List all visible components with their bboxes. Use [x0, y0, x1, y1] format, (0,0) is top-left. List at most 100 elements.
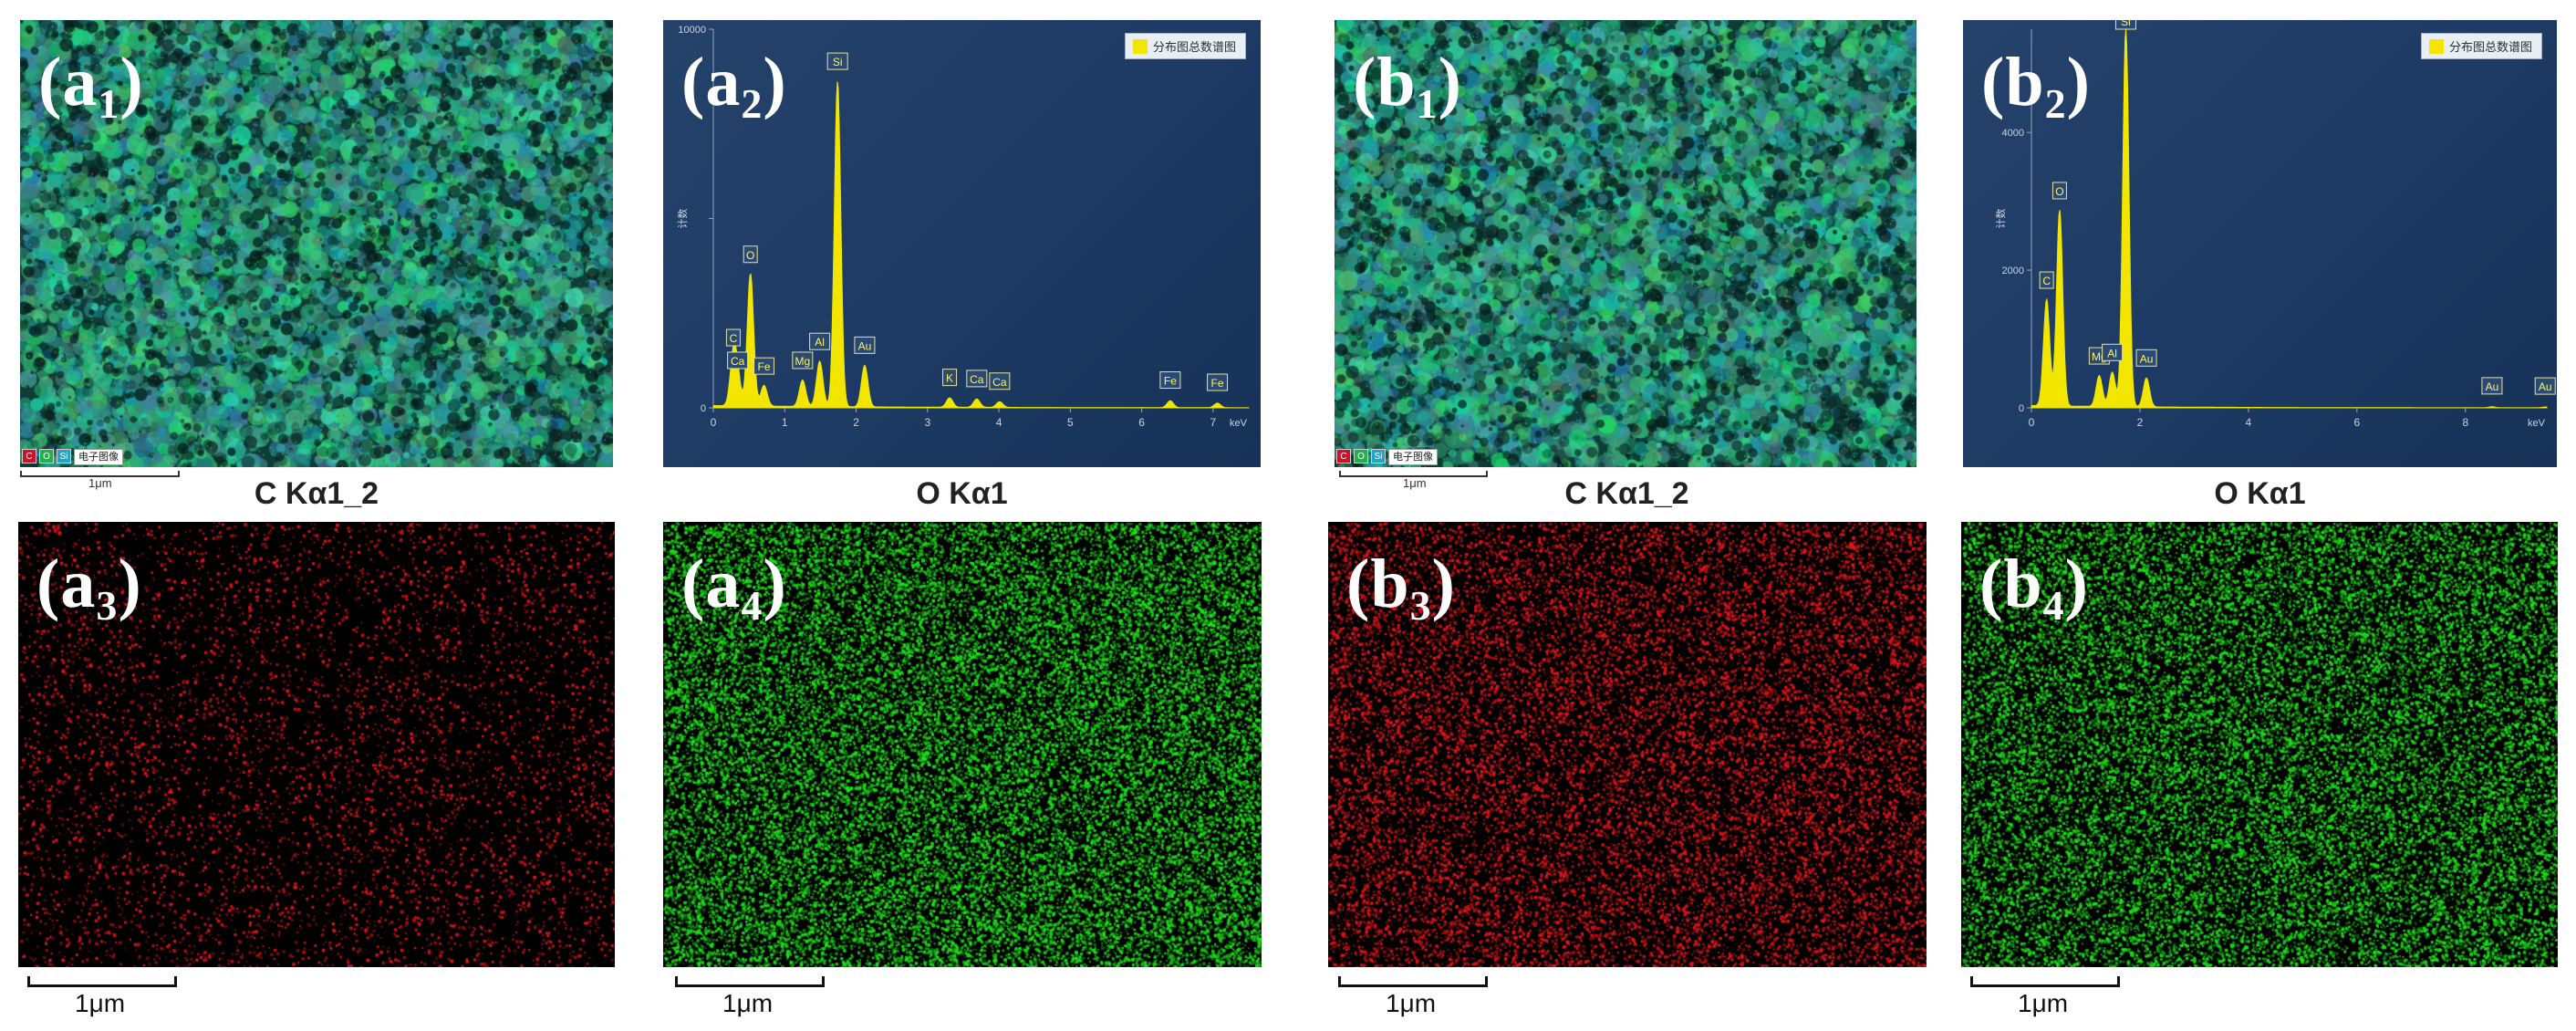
peak-marker-fe: Fe	[1159, 371, 1181, 390]
peak-marker-al: Al	[809, 332, 831, 350]
peak-marker-label: Fe	[1164, 375, 1177, 388]
x-tick-label: 7	[1210, 416, 1217, 429]
peak-marker-label: Ca	[731, 355, 745, 368]
map-title-b3: C Kα1_2	[1564, 476, 1689, 511]
panel-b3-carbon-map: (b3)	[1328, 522, 1927, 967]
map-title-a4: O Kα1	[916, 476, 1008, 511]
electron-image-label: 电子图像	[1388, 449, 1438, 465]
legend-text: 分布图总数谱图	[2448, 40, 2532, 54]
peak-marker-al: Al	[2102, 343, 2124, 361]
panel-a4-oxygen-map: (a4)	[663, 522, 1262, 967]
peak-marker-c: C	[725, 328, 741, 347]
element-chips-a1: C O Si 电子图像	[22, 449, 123, 465]
peak-marker-o: O	[743, 245, 758, 264]
peak-marker-au: Au	[2534, 377, 2556, 395]
peak-marker-si: Si	[2114, 20, 2136, 30]
spectrum-series	[2031, 28, 2548, 409]
panel-a1-sem-image: (a1) C O Si 电子图像	[20, 20, 613, 467]
electron-image-label: 电子图像	[74, 449, 123, 465]
peak-marker-box	[743, 245, 758, 264]
peak-marker-ca: Ca	[727, 351, 749, 370]
x-tick-label: 5	[1067, 416, 1074, 429]
legend-swatch	[2428, 38, 2444, 54]
y-axis-label: 计数	[1995, 209, 2007, 229]
panel-b2-eds-spectrum: 0 2 4 6 8 keV 0 2000 4000 计数 C O Mg Al Si Au Au Au 分布图总数谱…	[1963, 20, 2557, 467]
x-tick-label: 0	[711, 416, 717, 429]
peak-marker-label: Fe	[1211, 377, 1224, 390]
peak-marker-label: Au	[2486, 380, 2499, 393]
y-tick-label: 0	[701, 403, 706, 414]
peak-marker-box	[753, 357, 775, 375]
peak-marker-ca: Ca	[989, 372, 1011, 391]
y-axis-label: 计数	[677, 209, 689, 229]
peak-marker-box	[2481, 377, 2503, 395]
peak-marker-label: Si	[2121, 20, 2131, 28]
peak-marker-k: K	[942, 369, 958, 387]
x-tick-label: 6	[1138, 416, 1145, 429]
scalebar-label-b4: 1μm	[2018, 989, 2069, 1017]
peak-marker-label: Al	[2107, 347, 2117, 359]
map-title-a3: C Kα1_2	[254, 476, 379, 511]
peak-marker-fe: Fe	[753, 357, 775, 375]
map-dots-b3	[1328, 522, 1927, 967]
peak-marker-label: C	[2042, 275, 2051, 287]
peak-marker-label: Au	[2539, 380, 2552, 393]
peak-marker-box	[2102, 343, 2124, 361]
map-dots-b4	[1961, 522, 2558, 967]
peak-marker-mg: Mg	[792, 351, 814, 370]
map-dots-a3	[18, 522, 615, 967]
peak-marker-box	[942, 369, 958, 387]
scalebar-label-a4: 1μm	[722, 989, 774, 1017]
peak-marker-box	[966, 370, 988, 388]
peak-marker-label: C	[730, 332, 738, 345]
peak-marker-box	[2534, 377, 2556, 395]
peak-marker-label: Au	[2140, 352, 2154, 365]
sem-scalebar-label: 1μm	[1403, 476, 1427, 490]
peak-marker-label: Si	[833, 56, 843, 68]
sem-texture-a1	[20, 20, 613, 467]
peak-marker-box	[826, 52, 848, 70]
sem-texture-b1	[1335, 20, 1916, 467]
chip-c: C	[22, 449, 36, 463]
peak-marker-label: Ca	[970, 373, 984, 386]
peak-marker-label: Au	[858, 339, 872, 352]
peak-marker-label: O	[2055, 185, 2063, 198]
peak-marker-box	[854, 336, 876, 354]
peak-marker-box	[1159, 371, 1181, 390]
x-tick-label: 4	[996, 416, 1002, 429]
panel-a2-eds-spectrum: 0 1 2 3 4 5 6 7 keV 0 10000 计数 C Ca O Fe Mg Al Si Au K Ca Ca Fe…	[663, 20, 1261, 467]
panel-label-b3: (b3)	[1346, 546, 1456, 629]
legend-swatch	[1132, 38, 1148, 54]
panel-label-b1: (b1)	[1353, 44, 1462, 127]
panel-label-a2: (a2)	[681, 44, 787, 127]
peak-marker-si: Si	[826, 52, 848, 70]
map-title-b4: O Kα1	[2214, 476, 2306, 511]
legend-text: 分布图总数谱图	[1152, 40, 1236, 54]
x-tick-label: 2	[2137, 416, 2144, 429]
peak-marker-box	[792, 351, 814, 370]
x-axis-label: keV	[2528, 418, 2546, 429]
panel-label-a3: (a3)	[36, 546, 142, 629]
peak-marker-box	[2135, 349, 2157, 367]
x-tick-label: 1	[782, 416, 788, 429]
peak-marker-o: O	[2051, 182, 2067, 200]
map-dots-a4	[663, 522, 1262, 967]
legend-b2: 分布图总数谱图	[2420, 33, 2542, 59]
legend-a2: 分布图总数谱图	[1124, 33, 1246, 59]
y-tick-label: 2000	[2002, 266, 2024, 276]
y-tick-label: 10000	[678, 25, 706, 36]
peak-marker-ca: Ca	[966, 370, 988, 388]
x-axis-label: keV	[1230, 418, 1248, 429]
y-tick-label: 0	[2019, 403, 2024, 414]
y-tick-label: 4000	[2002, 128, 2024, 139]
panel-a3-carbon-map: (a3)	[18, 522, 615, 967]
chip-o: O	[39, 449, 54, 463]
peak-marker-au: Au	[2135, 349, 2157, 367]
peak-marker-label: K	[946, 372, 953, 385]
peak-marker-au: Au	[854, 336, 876, 354]
peak-marker-box	[2039, 271, 2054, 289]
panel-label-b2: (b2)	[1981, 44, 2091, 127]
panel-label-a4: (a4)	[681, 546, 787, 629]
panel-b4-oxygen-map: (b4)	[1961, 522, 2558, 967]
